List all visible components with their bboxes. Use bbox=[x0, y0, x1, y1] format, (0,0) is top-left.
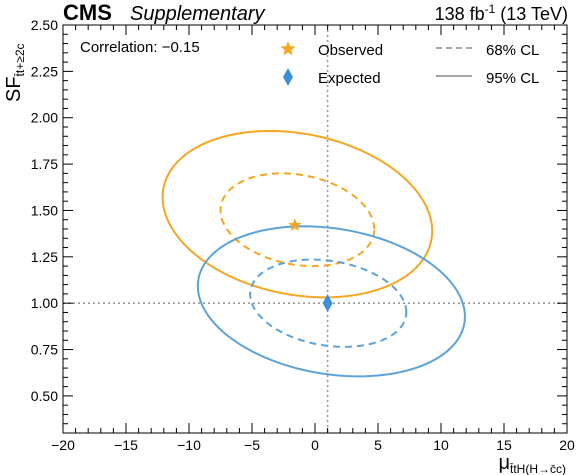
legend-star-icon bbox=[280, 41, 296, 56]
lumi-label: 138 fb-1 (13 TeV) bbox=[435, 2, 568, 24]
contour-expected-68 bbox=[249, 258, 408, 348]
x-tick-label: −15 bbox=[114, 437, 138, 453]
x-tick-label: −10 bbox=[177, 437, 201, 453]
correlation-annotation: Correlation: −0.15 bbox=[80, 39, 200, 56]
y-tick-label: 2.00 bbox=[31, 110, 58, 126]
legend-cl95-label: 95% CL bbox=[486, 70, 539, 87]
y-tick-label: 0.75 bbox=[31, 342, 58, 358]
x-tick-label: 10 bbox=[433, 437, 449, 453]
marker-group bbox=[288, 218, 333, 313]
y-tick-label: 2.25 bbox=[31, 63, 58, 79]
y-tick-label: 2.50 bbox=[31, 17, 58, 33]
x-tick-label: 5 bbox=[374, 437, 382, 453]
tag-label: Supplementary bbox=[130, 3, 266, 25]
y-tick-label: 0.50 bbox=[31, 388, 58, 404]
axis-ticks: −20 −15 −10 −5 0 5 10 15 20 0.50 0.75 1.00 1.25 1.50 1… bbox=[31, 17, 575, 453]
y-tick-label: 1.50 bbox=[31, 202, 58, 218]
contour-observed-95 bbox=[161, 129, 434, 299]
y-tick-label: 1.25 bbox=[31, 249, 58, 265]
legend-diamond-icon bbox=[283, 68, 293, 86]
experiment-label: CMS bbox=[63, 0, 112, 25]
x-tick-label: −5 bbox=[244, 437, 260, 453]
contour-group bbox=[161, 129, 466, 378]
lumi-exponent: -1 bbox=[485, 2, 496, 16]
y-tick-label: 1.00 bbox=[31, 295, 58, 311]
x-tick-label: 0 bbox=[311, 437, 319, 453]
x-axis-symbol: μ bbox=[498, 452, 510, 474]
x-tick-label: 20 bbox=[559, 437, 575, 453]
y-axis-subscript: t̄t+≥2c bbox=[13, 44, 27, 77]
lumi-value: 138 fb bbox=[435, 4, 485, 24]
contour-observed-68 bbox=[219, 172, 376, 268]
reference-lines bbox=[63, 25, 567, 433]
y-axis-title: SFt̄t+≥2c bbox=[3, 44, 27, 103]
legend-observed-label: Observed bbox=[318, 42, 383, 59]
legend-cl68-label: 68% CL bbox=[486, 42, 539, 59]
legend-expected-label: Expected bbox=[318, 70, 381, 87]
expected-point-diamond bbox=[322, 294, 333, 313]
contour-expected-95 bbox=[196, 225, 466, 378]
y-tick-label: 1.75 bbox=[31, 156, 58, 172]
lumi-energy: (13 TeV) bbox=[495, 4, 568, 24]
x-axis-title: μt̄tH(H→c̄c) bbox=[498, 452, 566, 475]
x-tick-label: −20 bbox=[51, 437, 75, 453]
observed-point-star bbox=[288, 218, 302, 231]
x-axis-subscript: t̄tH(H→c̄c) bbox=[510, 462, 566, 475]
y-axis-symbol: SF bbox=[3, 76, 25, 102]
legend: Observed Expected 68% CL 95% CL bbox=[280, 41, 539, 87]
x-tick-label: 15 bbox=[496, 437, 512, 453]
